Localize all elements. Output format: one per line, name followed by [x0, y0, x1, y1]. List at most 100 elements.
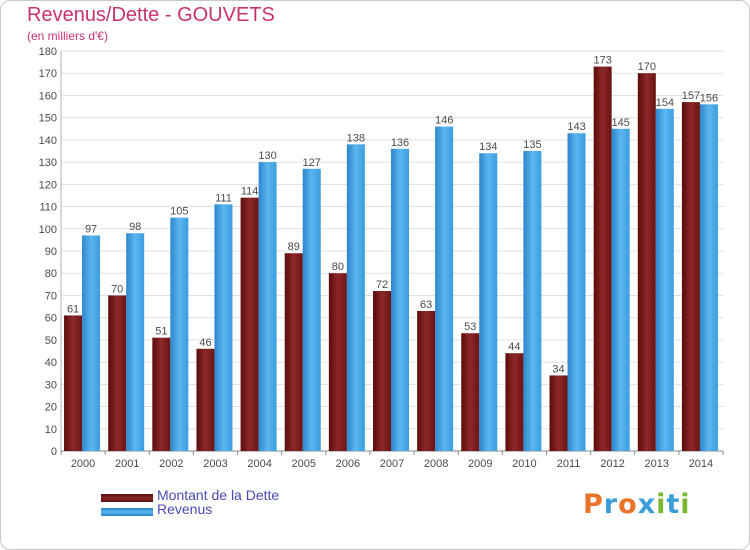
x-tick-label: 2007 [380, 458, 404, 470]
bar-revenus [523, 151, 542, 451]
proxiti-logo: Proxiti [583, 489, 691, 520]
bar-revenus [611, 128, 630, 451]
bar-dette [505, 353, 524, 451]
data-label-dette: 72 [376, 279, 388, 291]
chart-title: Revenus/Dette - GOUVETS [27, 4, 275, 26]
y-tick-label: 0 [51, 446, 57, 458]
data-label-dette: 46 [199, 337, 211, 349]
bar-dette [417, 311, 436, 451]
x-tick-label: 2010 [512, 458, 536, 470]
x-tick-label: 2005 [291, 458, 315, 470]
x-tick-label: 2004 [247, 458, 271, 470]
y-tick-label: 90 [45, 246, 57, 258]
bar-dette [152, 337, 171, 451]
x-tick-label: 2014 [689, 458, 713, 470]
data-label-dette: 114 [241, 186, 259, 198]
bar-revenus [346, 144, 365, 452]
bar-revenus [655, 108, 674, 452]
legend-swatch-revenus [101, 508, 153, 516]
bar-revenus [258, 162, 277, 451]
data-label-revenus: 111 [215, 192, 232, 204]
y-tick-label: 180 [39, 46, 57, 58]
data-label-revenus: 154 [656, 97, 674, 109]
bar-dette [240, 197, 259, 451]
legend-label-dette: Montant de la Dette [157, 487, 280, 503]
data-label-dette: 80 [332, 261, 344, 273]
y-tick-label: 130 [39, 157, 57, 169]
data-label-revenus: 130 [258, 150, 276, 162]
bar-dette [373, 291, 391, 451]
x-tick-label: 2003 [203, 458, 227, 470]
bar-dette [284, 253, 303, 451]
data-label-revenus: 134 [479, 141, 497, 153]
data-label-dette: 173 [593, 55, 611, 67]
bar-dette [549, 375, 568, 451]
bar-revenus [479, 153, 498, 451]
y-tick-label: 170 [39, 68, 57, 80]
y-tick-label: 120 [39, 179, 57, 191]
data-label-dette: 157 [682, 90, 700, 102]
data-label-revenus: 156 [700, 92, 718, 104]
bar-revenus [82, 235, 101, 451]
legend-swatch-dette [101, 494, 153, 502]
x-tick-label: 2009 [468, 458, 492, 470]
y-tick-label: 160 [39, 90, 57, 102]
data-label-revenus: 146 [435, 115, 453, 127]
y-tick-label: 60 [45, 313, 57, 325]
x-tick-label: 2006 [336, 458, 360, 470]
y-tick-label: 40 [45, 357, 57, 369]
data-label-revenus: 98 [129, 221, 141, 233]
data-label-dette: 53 [464, 321, 476, 333]
y-tick-label: 150 [39, 113, 57, 125]
y-tick-label: 20 [45, 402, 57, 414]
bar-revenus [699, 104, 718, 451]
bar-revenus [126, 233, 145, 451]
bar-dette [681, 102, 700, 451]
bar-dette [637, 73, 656, 451]
x-tick-label: 2011 [557, 458, 581, 470]
data-label-dette: 70 [111, 283, 123, 295]
bar-revenus [567, 133, 586, 451]
data-label-dette: 89 [288, 241, 300, 253]
data-label-revenus: 127 [303, 157, 321, 169]
bar-revenus [391, 148, 409, 451]
bar-dette [461, 333, 480, 451]
y-tick-label: 110 [39, 202, 57, 214]
data-label-revenus: 138 [347, 132, 365, 144]
x-tick-label: 2012 [600, 458, 624, 470]
y-tick-label: 10 [45, 424, 57, 436]
bar-dette [64, 315, 83, 451]
chart-subtitle: (en milliers d'€) [27, 29, 108, 43]
data-label-dette: 34 [552, 363, 564, 375]
y-tick-label: 140 [39, 135, 57, 147]
bar-revenus [435, 126, 454, 452]
data-label-dette: 170 [638, 61, 656, 73]
data-label-dette: 51 [155, 326, 167, 338]
x-tick-label: 2002 [159, 458, 183, 470]
data-label-dette: 61 [67, 303, 79, 315]
y-tick-label: 80 [45, 268, 57, 280]
data-label-revenus: 135 [523, 139, 541, 151]
data-label-revenus: 143 [567, 121, 585, 133]
x-tick-label: 2013 [645, 458, 669, 470]
legend-label-revenus: Revenus [157, 501, 213, 517]
bar-revenus [170, 217, 189, 451]
y-tick-label: 100 [39, 224, 57, 236]
x-tick-label: 2001 [115, 458, 139, 470]
bar-dette [593, 66, 612, 452]
data-label-revenus: 105 [170, 206, 188, 218]
y-tick-label: 50 [45, 335, 57, 347]
data-label-revenus: 145 [611, 117, 629, 129]
bar-revenus [302, 168, 321, 451]
y-tick-label: 70 [45, 290, 57, 302]
data-label-revenus: 136 [391, 137, 409, 149]
data-label-revenus: 97 [85, 223, 97, 235]
bar-dette [108, 295, 127, 451]
bar-revenus [214, 204, 233, 451]
x-tick-label: 2000 [71, 458, 95, 470]
y-tick-label: 30 [45, 379, 57, 391]
data-label-dette: 63 [420, 299, 432, 311]
bar-dette [328, 273, 347, 451]
